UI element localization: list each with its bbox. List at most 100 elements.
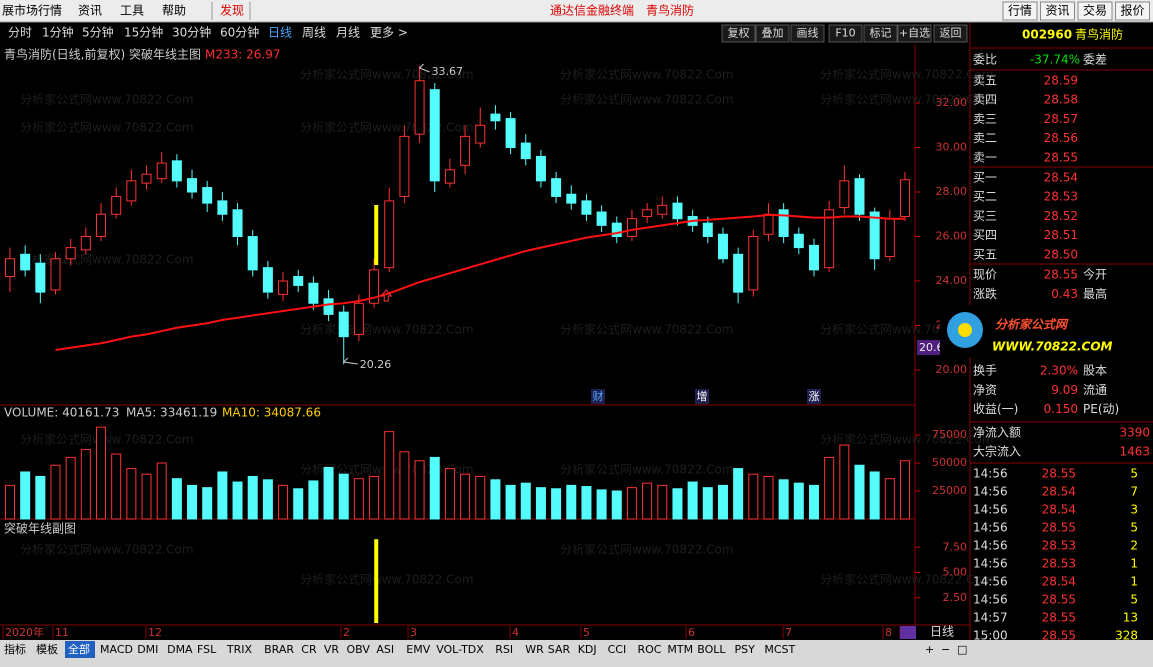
tool-button[interactable] [897, 24, 932, 43]
menu-button-label[interactable]: 报价 [1120, 3, 1144, 18]
annotation-arrow [418, 63, 430, 73]
indicator-tab[interactable]: ASI [376, 643, 394, 656]
tick-time: 14:56 [973, 539, 1008, 553]
volume-bar [384, 431, 395, 520]
tool-button-label[interactable]: +自选 [899, 27, 930, 40]
period-tab[interactable]: 60分钟 [220, 25, 259, 40]
event-marker[interactable] [591, 389, 605, 404]
zoom-button[interactable]: + [925, 643, 934, 656]
indicator-tab[interactable]: 模板 [36, 642, 58, 656]
period-tab[interactable]: 15分钟 [124, 25, 163, 40]
more-button[interactable]: 更多 > [370, 26, 408, 40]
indicator-tab[interactable]: BRAR [264, 643, 294, 656]
tick-volume: 1 [1130, 575, 1138, 589]
candle-body [126, 180, 137, 202]
menu-button[interactable] [1040, 1, 1075, 21]
menu-item[interactable]: 展市场行情 [2, 3, 62, 18]
tool-button-label[interactable]: 标记 [870, 26, 892, 40]
indicator-tab[interactable]: 指标 [4, 642, 26, 656]
period-tab[interactable]: 日线 [930, 625, 954, 639]
tool-button-label[interactable]: F10 [835, 27, 855, 40]
indicator-tab[interactable]: RSI [495, 643, 513, 656]
indicator-tab[interactable]: TRIX [226, 643, 253, 656]
row-label: 大宗流入 [973, 444, 1021, 459]
event-label[interactable]: 涨 [809, 390, 820, 403]
volume-bar [111, 453, 122, 520]
y-tick-label: 24.00 [936, 274, 968, 287]
tick-volume: 1 [1130, 557, 1138, 571]
y-tick-label: 26.00 [936, 230, 968, 243]
period-tab[interactable]: 月线 [336, 26, 360, 40]
tool-button[interactable] [755, 24, 790, 43]
period-tab[interactable]: 分时 [8, 26, 32, 40]
watermark: 分析家公式网www.70822.Com [560, 322, 734, 337]
indicator-tab[interactable]: CCI [608, 643, 627, 656]
indicator-tab[interactable]: 全部 [68, 642, 90, 656]
volume-bar [824, 456, 835, 520]
tick-time: 14:56 [973, 467, 1008, 481]
volume-bar [687, 481, 698, 520]
indicator-tab[interactable]: VR [324, 643, 340, 656]
menu-button-label[interactable]: 交易 [1083, 3, 1107, 18]
event-label[interactable]: 增 [697, 389, 708, 403]
menu-button-label[interactable]: 行情 [1008, 4, 1032, 18]
indicator-tab[interactable]: MCST [764, 643, 795, 656]
indicator-tab[interactable]: DMI [137, 643, 158, 656]
candle-body [900, 179, 910, 217]
indicator-tab[interactable]: WR [525, 643, 544, 656]
zoom-button[interactable]: □ [957, 643, 967, 656]
indicator-tab[interactable]: FSL [197, 643, 217, 656]
tool-button[interactable] [933, 24, 968, 43]
tool-button-label[interactable]: 画线 [797, 26, 819, 40]
app-title: 通达信金融终端 [550, 3, 634, 18]
y-tick-label: 2.50 [943, 591, 968, 604]
zoom-button[interactable]: − [941, 643, 950, 656]
indicator-tab[interactable]: MTM [667, 643, 693, 656]
indicator-tab[interactable]: KDJ [578, 643, 597, 656]
menu-button[interactable] [1115, 1, 1150, 21]
event-marker[interactable] [695, 389, 709, 404]
indicator-tab[interactable]: PSY [735, 643, 756, 656]
indicator-tab[interactable]: CR [301, 643, 317, 656]
candle-body [884, 218, 895, 258]
period-tab[interactable]: 周线 [302, 26, 326, 40]
tool-button-label[interactable]: 返回 [940, 27, 962, 40]
indicator-tab[interactable]: VOL-TDX [436, 643, 484, 656]
menu-item[interactable]: 工具 [120, 4, 144, 18]
tool-button-label[interactable]: 复权 [728, 26, 750, 40]
indicator-tab[interactable]: BOLL [697, 643, 726, 656]
tool-button[interactable] [790, 24, 825, 43]
indicator-tab[interactable]: ROC [638, 643, 662, 656]
indicator-tab[interactable]: DMA [167, 643, 193, 656]
menu-item[interactable]: 发现 [220, 3, 244, 18]
candle-body [748, 236, 759, 291]
tool-button[interactable] [828, 24, 863, 43]
tool-button[interactable] [863, 24, 898, 43]
volume-bar [505, 484, 516, 520]
watermark: 分析家公式网www.70822.Com [300, 67, 474, 82]
tool-button-label[interactable]: 叠加 [762, 27, 784, 40]
period-tab[interactable]: 1分钟 [42, 25, 74, 40]
period-tab[interactable]: 日线 [268, 26, 292, 40]
indicator-tab[interactable]: OBV [347, 643, 371, 656]
period-tab[interactable]: 30分钟 [172, 25, 211, 40]
volume-bar [475, 475, 486, 520]
menu-button[interactable] [1002, 1, 1038, 21]
indicator-tab[interactable]: SAR [548, 643, 571, 656]
volume-bar [429, 456, 440, 520]
candle-body [171, 160, 182, 182]
indicator-tab[interactable]: MACD [100, 643, 133, 656]
tool-button[interactable] [721, 24, 756, 43]
menu-item[interactable]: 帮助 [162, 4, 186, 18]
event-label[interactable]: 财 [593, 389, 604, 403]
candle-body [475, 124, 486, 144]
menu-item[interactable]: 资讯 [78, 4, 102, 18]
candle-body [217, 200, 228, 215]
watermark: 分析家公式网www.70822.Com [560, 542, 734, 557]
menu-button[interactable] [1077, 1, 1113, 21]
menu-button-label[interactable]: 资讯 [1045, 4, 1069, 18]
event-marker[interactable] [807, 389, 821, 404]
tick-time: 14:56 [973, 593, 1008, 607]
indicator-tab[interactable]: EMV [406, 643, 430, 656]
period-tab[interactable]: 5分钟 [82, 25, 114, 40]
